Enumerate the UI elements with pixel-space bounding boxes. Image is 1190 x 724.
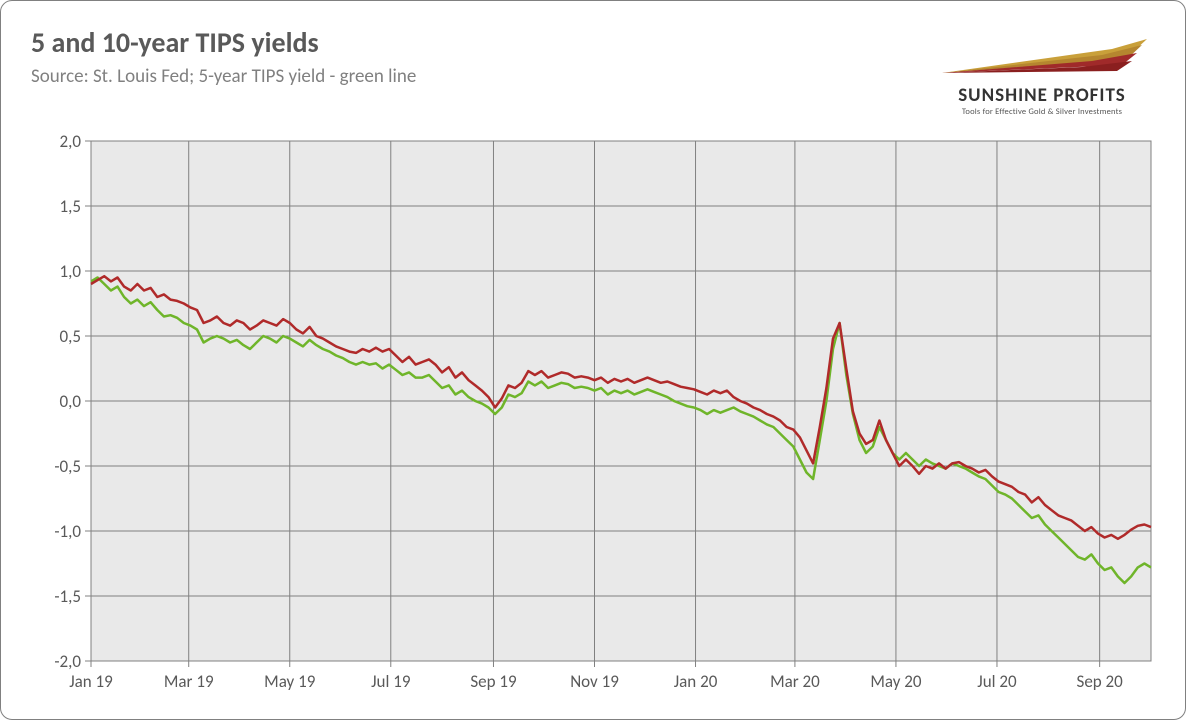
logo-name: SUNSHINE PROFITS [927,84,1157,107]
x-tick-label: Jan 19 [61,671,121,692]
x-tick-label: Jan 20 [666,671,726,692]
x-tick-label: May 20 [866,671,926,692]
y-tick-label: 2,0 [41,131,81,152]
x-tick-label: Nov 19 [565,671,625,692]
x-tick-label: Jul 19 [361,671,421,692]
y-tick-label: -0,5 [41,456,81,477]
brand-logo: SUNSHINE PROFITS Tools for Effective Gol… [927,39,1157,117]
chart-svg [91,141,1151,661]
logo-tagline: Tools for Effective Gold & Silver Invest… [927,107,1157,117]
chart-title: 5 and 10-year TIPS yields [31,25,319,60]
chart-subtitle: Source: St. Louis Fed; 5-year TIPS yield… [31,65,416,88]
y-tick-label: 0,5 [41,326,81,347]
plot-area [91,141,1151,661]
x-tick-label: Mar 19 [159,671,219,692]
y-tick-label: -2,0 [41,651,81,672]
y-tick-label: 1,0 [41,261,81,282]
y-tick-label: -1,0 [41,521,81,542]
chart-container: 5 and 10-year TIPS yields Source: St. Lo… [0,0,1186,720]
sunshine-logo-icon [932,39,1152,77]
x-tick-label: Jul 20 [967,671,1027,692]
x-tick-label: Sep 20 [1070,671,1130,692]
y-tick-label: -1,5 [41,586,81,607]
x-tick-label: May 19 [260,671,320,692]
x-tick-label: Mar 20 [765,671,825,692]
y-tick-label: 0,0 [41,391,81,412]
x-tick-label: Sep 19 [463,671,523,692]
y-tick-label: 1,5 [41,196,81,217]
